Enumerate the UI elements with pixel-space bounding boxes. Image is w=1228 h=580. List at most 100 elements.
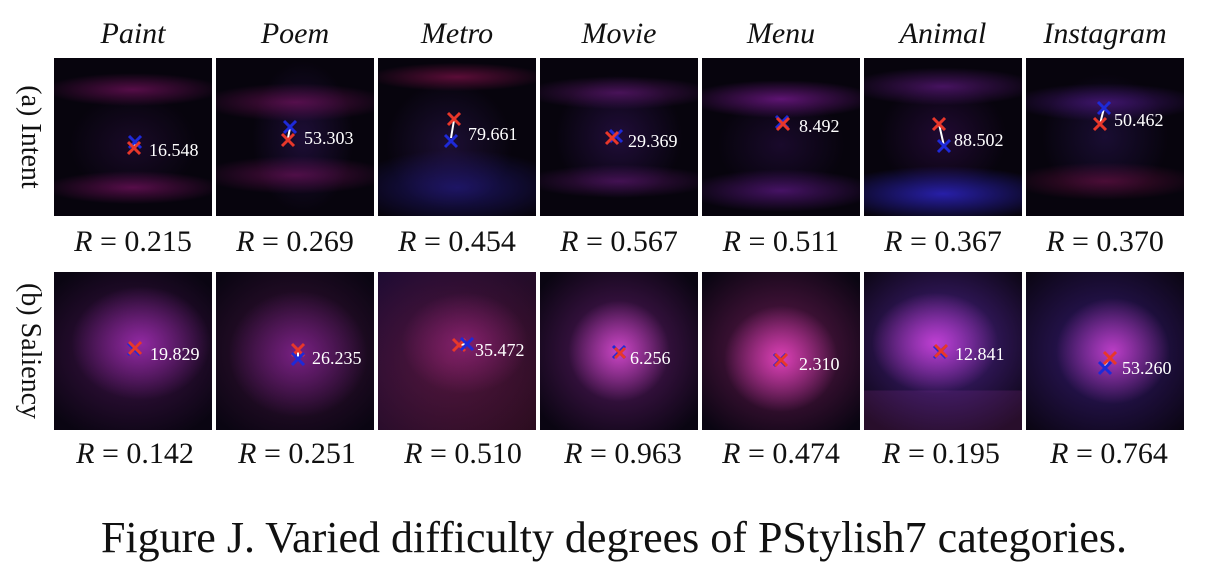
center-markers — [932, 343, 949, 360]
distance-value: 16.548 — [149, 140, 199, 160]
r-number: 0.269 — [286, 225, 354, 258]
center-markers — [772, 352, 789, 368]
heatmap-panel: 79.661 — [378, 58, 536, 216]
column-header-paint: Paint — [100, 17, 166, 50]
distance-value: 19.829 — [150, 344, 200, 364]
distance-value: 26.235 — [312, 348, 362, 368]
r-value: R = 0.454 — [376, 224, 538, 260]
column-header-metro: Metro — [420, 17, 494, 50]
heatmap-panel: 12.841 — [864, 272, 1022, 430]
row-label-saliency: (b) Saliency — [15, 282, 46, 420]
heatmap-panel: 53.260 — [1026, 272, 1184, 430]
center-markers — [931, 116, 952, 154]
column-header-menu: Menu — [746, 17, 816, 50]
r-symbol: R — [398, 225, 417, 258]
r-number: 0.511 — [772, 225, 840, 258]
r-symbol: R — [884, 225, 903, 258]
r-number: 0.454 — [448, 225, 516, 258]
r-symbol: R — [1050, 437, 1069, 470]
equals-sign: = — [909, 225, 927, 258]
center-markers — [280, 119, 298, 148]
r-value: R = 0.370 — [1024, 224, 1186, 260]
heatmap-panel: 26.235 — [216, 272, 374, 430]
r-symbol: R — [74, 225, 93, 258]
r-number: 0.474 — [772, 437, 840, 470]
distance-value: 79.661 — [468, 124, 518, 144]
equals-sign: = — [747, 437, 765, 470]
heatmap-panel: 19.829 — [54, 272, 212, 430]
distance-value: 12.841 — [955, 344, 1005, 364]
r-number: 0.963 — [614, 437, 682, 470]
r-value: R = 0.269 — [214, 224, 376, 260]
r-value: R = 0.251 — [216, 436, 378, 472]
r-number: 0.142 — [126, 437, 194, 470]
figure-caption: Figure J. Varied difficulty degrees of P… — [100, 513, 1128, 562]
r-number: 0.510 — [454, 437, 522, 470]
r-value: R = 0.567 — [538, 224, 700, 260]
equals-sign: = — [589, 437, 607, 470]
r-number: 0.567 — [610, 225, 678, 258]
r-symbol: R — [564, 437, 583, 470]
center-markers — [774, 114, 791, 132]
center-markers — [126, 340, 143, 357]
column-header-poem: Poem — [260, 17, 330, 50]
r-symbol: R — [722, 225, 741, 258]
center-markers — [290, 342, 306, 367]
r-symbol: R — [236, 225, 255, 258]
equals-sign: = — [423, 225, 441, 258]
heatmap-panel: 2.310 — [702, 272, 860, 430]
heatmap-panel: 88.502 — [864, 58, 1022, 216]
r-number: 0.367 — [934, 225, 1002, 258]
r-value: R = 0.510 — [382, 436, 544, 472]
center-markers — [451, 336, 475, 353]
r-value: R = 0.511 — [700, 224, 862, 260]
r-number: 0.764 — [1100, 437, 1168, 470]
heatmap-panel: 16.548 — [54, 58, 212, 216]
distance-value: 35.472 — [475, 340, 525, 360]
center-markers — [126, 134, 143, 156]
distance-value: 8.492 — [799, 116, 840, 136]
distance-value: 2.310 — [799, 354, 840, 374]
equals-sign: = — [99, 225, 117, 258]
r-value: R = 0.215 — [52, 224, 214, 260]
heatmap-panel: 29.369 — [540, 58, 698, 216]
heatmap-panel: 8.492 — [702, 58, 860, 216]
distance-value: 50.462 — [1114, 110, 1164, 130]
r-number: 0.251 — [288, 437, 356, 470]
column-header-instagram: Instagram — [1043, 17, 1167, 50]
column-header-movie: Movie — [581, 17, 657, 50]
equals-sign: = — [907, 437, 925, 470]
r-symbol: R — [882, 437, 901, 470]
equals-sign: = — [263, 437, 281, 470]
column-header-animal: Animal — [899, 17, 987, 50]
distance-value: 53.260 — [1122, 358, 1172, 378]
r-symbol: R — [76, 437, 95, 470]
heatmap-panel: 6.256 — [540, 272, 698, 430]
r-value: R = 0.764 — [1028, 436, 1190, 472]
equals-sign: = — [101, 437, 119, 470]
r-value: R = 0.474 — [700, 436, 862, 472]
center-markers — [443, 111, 462, 149]
r-value: R = 0.195 — [860, 436, 1022, 472]
r-number: 0.370 — [1096, 225, 1164, 258]
r-value: R = 0.367 — [862, 224, 1024, 260]
r-symbol: R — [238, 437, 257, 470]
r-number: 0.195 — [932, 437, 1000, 470]
r-symbol: R — [1046, 225, 1065, 258]
heatmap-panel: 35.472 — [378, 272, 536, 430]
equals-sign: = — [1075, 437, 1093, 470]
distance-value: 53.303 — [304, 128, 354, 148]
center-markers — [1092, 100, 1112, 132]
equals-sign: = — [261, 225, 279, 258]
row-label-intent: (a) Intent — [15, 85, 46, 189]
center-markers — [1097, 350, 1118, 376]
distance-value: 6.256 — [630, 348, 671, 368]
r-symbol: R — [560, 225, 579, 258]
center-markers — [604, 128, 624, 146]
equals-sign: = — [585, 225, 603, 258]
r-symbol: R — [722, 437, 741, 470]
r-number: 0.215 — [124, 225, 192, 258]
distance-value: 88.502 — [954, 130, 1004, 150]
equals-sign: = — [1071, 225, 1089, 258]
distance-value: 29.369 — [628, 131, 678, 151]
